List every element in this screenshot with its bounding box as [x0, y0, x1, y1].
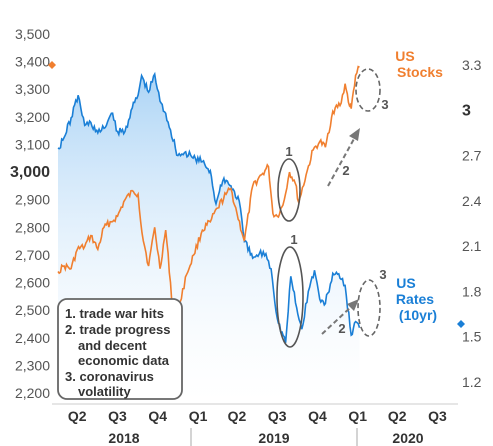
left-tick-3: 2,500: [15, 302, 50, 318]
annotation-label-stocks-2: 2: [342, 163, 349, 178]
year-label-2020: 2020: [392, 430, 423, 446]
rates-end-marker: [457, 320, 465, 328]
x-tick-0: Q2: [68, 408, 87, 424]
right-axis-ticks: 1.2 1.5 1.8 2.1 2.4 2.7 3 3.3: [462, 57, 482, 390]
left-tick-6: 2,800: [15, 219, 50, 235]
x-tick-9: Q3: [428, 408, 447, 424]
right-tick-7: 3.3: [462, 57, 482, 73]
left-tick-13: 3,500: [15, 26, 50, 42]
right-tick-1: 1.5: [462, 329, 482, 345]
legend-item-2b: and decent: [78, 338, 147, 353]
left-tick-11: 3,300: [15, 81, 50, 97]
left-tick-7: 2,900: [15, 192, 50, 208]
annotation-circle-rates-1: [276, 246, 304, 348]
legend-item-3b: volatility: [78, 384, 132, 399]
annotation-circle-stocks-1: [277, 158, 301, 222]
stocks-end-marker: [48, 61, 56, 69]
left-axis-ticks: 2,200 2,300 2,400 2,500 2,600 2,700 2,800 2,900…: [10, 26, 50, 401]
left-tick-9: 3,100: [15, 136, 50, 152]
annotation-arrow-rates-2: [321, 305, 353, 335]
series-label-rates-line3: (10yr): [399, 307, 437, 323]
x-tick-6: Q4: [308, 408, 327, 424]
year-label-2018: 2018: [108, 430, 139, 446]
x-tick-7: Q1: [348, 408, 367, 424]
annotation-label-rates-2: 2: [338, 321, 345, 336]
x-tick-5: Q3: [268, 408, 287, 424]
right-tick-2: 1.8: [462, 283, 482, 299]
annotation-circle-rates-3: [357, 279, 381, 337]
left-tick-1: 2,300: [15, 357, 50, 373]
legend-item-1: 1. trade war hits: [65, 306, 164, 321]
right-tick-6: 3: [462, 102, 471, 119]
annotation-label-rates-3: 3: [379, 267, 386, 282]
right-tick-5: 2.7: [462, 148, 482, 164]
annotation-arrowhead-rates-2: [347, 299, 359, 311]
annotation-arrow-stocks-2: [327, 136, 356, 187]
series-label-rates-line1: US: [396, 275, 415, 291]
left-tick-5: 2,700: [15, 247, 50, 263]
left-tick-10: 3,200: [15, 109, 50, 125]
left-tick-2: 2,400: [15, 330, 50, 346]
annotation-circle-stocks-3: [355, 68, 381, 112]
annotation-label-stocks-3: 3: [381, 97, 388, 112]
x-tick-8: Q2: [388, 408, 407, 424]
legend-item-3: 3. coronavirus: [65, 369, 154, 384]
x-axis-year-labels: 2018 2019 2020: [108, 430, 423, 446]
year-label-2019: 2019: [258, 430, 289, 446]
left-tick-0: 2,200: [15, 385, 50, 401]
annotation-arrowhead-stocks-2: [349, 128, 360, 141]
right-tick-3: 2.1: [462, 238, 482, 254]
legend-item-2: 2. trade progress: [65, 322, 171, 337]
legend-box: 1. trade war hits 2. trade progress and …: [57, 298, 183, 400]
left-tick-8: 3,000: [10, 164, 50, 181]
right-tick-0: 1.2: [462, 374, 482, 390]
right-tick-4: 2.4: [462, 193, 482, 209]
x-tick-1: Q3: [108, 408, 127, 424]
x-tick-3: Q1: [189, 408, 208, 424]
x-tick-4: Q2: [228, 408, 247, 424]
annotation-label-stocks-1: 1: [285, 144, 292, 159]
series-label-rates-line2: Rates: [396, 291, 434, 307]
series-label-stocks-line1: US: [395, 48, 414, 64]
x-axis-quarter-ticks: Q2 Q3 Q4 Q1 Q2 Q3 Q4 Q1 Q2 Q3: [68, 408, 447, 424]
left-tick-4: 2,600: [15, 275, 50, 291]
series-label-stocks-line2: Stocks: [397, 64, 443, 80]
legend-item-2c: economic data: [78, 353, 170, 368]
series-line-stocks: [57, 65, 360, 352]
left-tick-12: 3,400: [15, 54, 50, 70]
x-tick-2: Q4: [148, 408, 167, 424]
annotation-label-rates-1: 1: [290, 232, 297, 247]
series-line-rates: [57, 71, 361, 343]
